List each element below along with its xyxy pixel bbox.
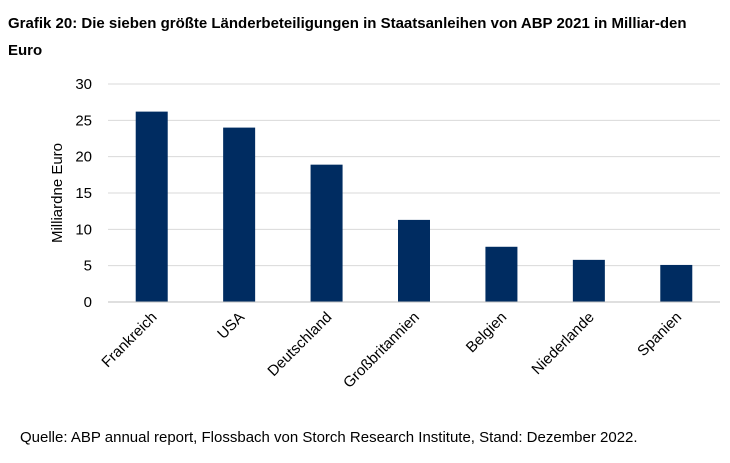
x-tick-label-deutschland: Deutschland	[264, 309, 335, 380]
y-tick-label-30: 30	[75, 76, 92, 93]
x-tick-label-usa: USA	[214, 309, 248, 343]
source-note: Quelle: ABP annual report, Flossbach von…	[20, 429, 638, 446]
x-tick-label-frankreich: Frankreich	[98, 309, 160, 371]
y-axis-label: Milliardne Euro	[49, 143, 66, 243]
bar-großbritannien	[398, 219, 430, 302]
y-tick-label-25: 25	[75, 112, 92, 129]
y-tick-label-10: 10	[75, 221, 92, 238]
y-tick-label-0: 0	[84, 294, 92, 311]
x-axis-categories: Frankreich USA Deutschland Großbritannien Be…	[98, 309, 685, 392]
bar-spanien	[660, 264, 693, 302]
x-tick-label-niederlande: Niederlande	[528, 309, 597, 378]
y-axis-ticks: 0 5 10 15 20 25 30	[75, 76, 92, 311]
x-tick-label-spanien: Spanien	[634, 309, 685, 360]
x-tick-label-belgien: Belgien	[463, 309, 510, 356]
y-tick-label-5: 5	[84, 258, 92, 275]
bar-niederlande	[572, 259, 605, 302]
y-tick-label-20: 20	[75, 149, 92, 166]
bar-frankreich	[135, 111, 168, 302]
bars	[135, 111, 693, 302]
bar-usa	[223, 127, 256, 302]
chart-title: Grafik 20: Die sieben größte Länderbetei…	[8, 15, 687, 59]
bar-deutschland	[310, 164, 343, 302]
bar-belgien	[485, 246, 518, 302]
x-tick-label-großbritannien: Großbritannien	[340, 309, 423, 392]
y-tick-label-15: 15	[75, 185, 92, 202]
